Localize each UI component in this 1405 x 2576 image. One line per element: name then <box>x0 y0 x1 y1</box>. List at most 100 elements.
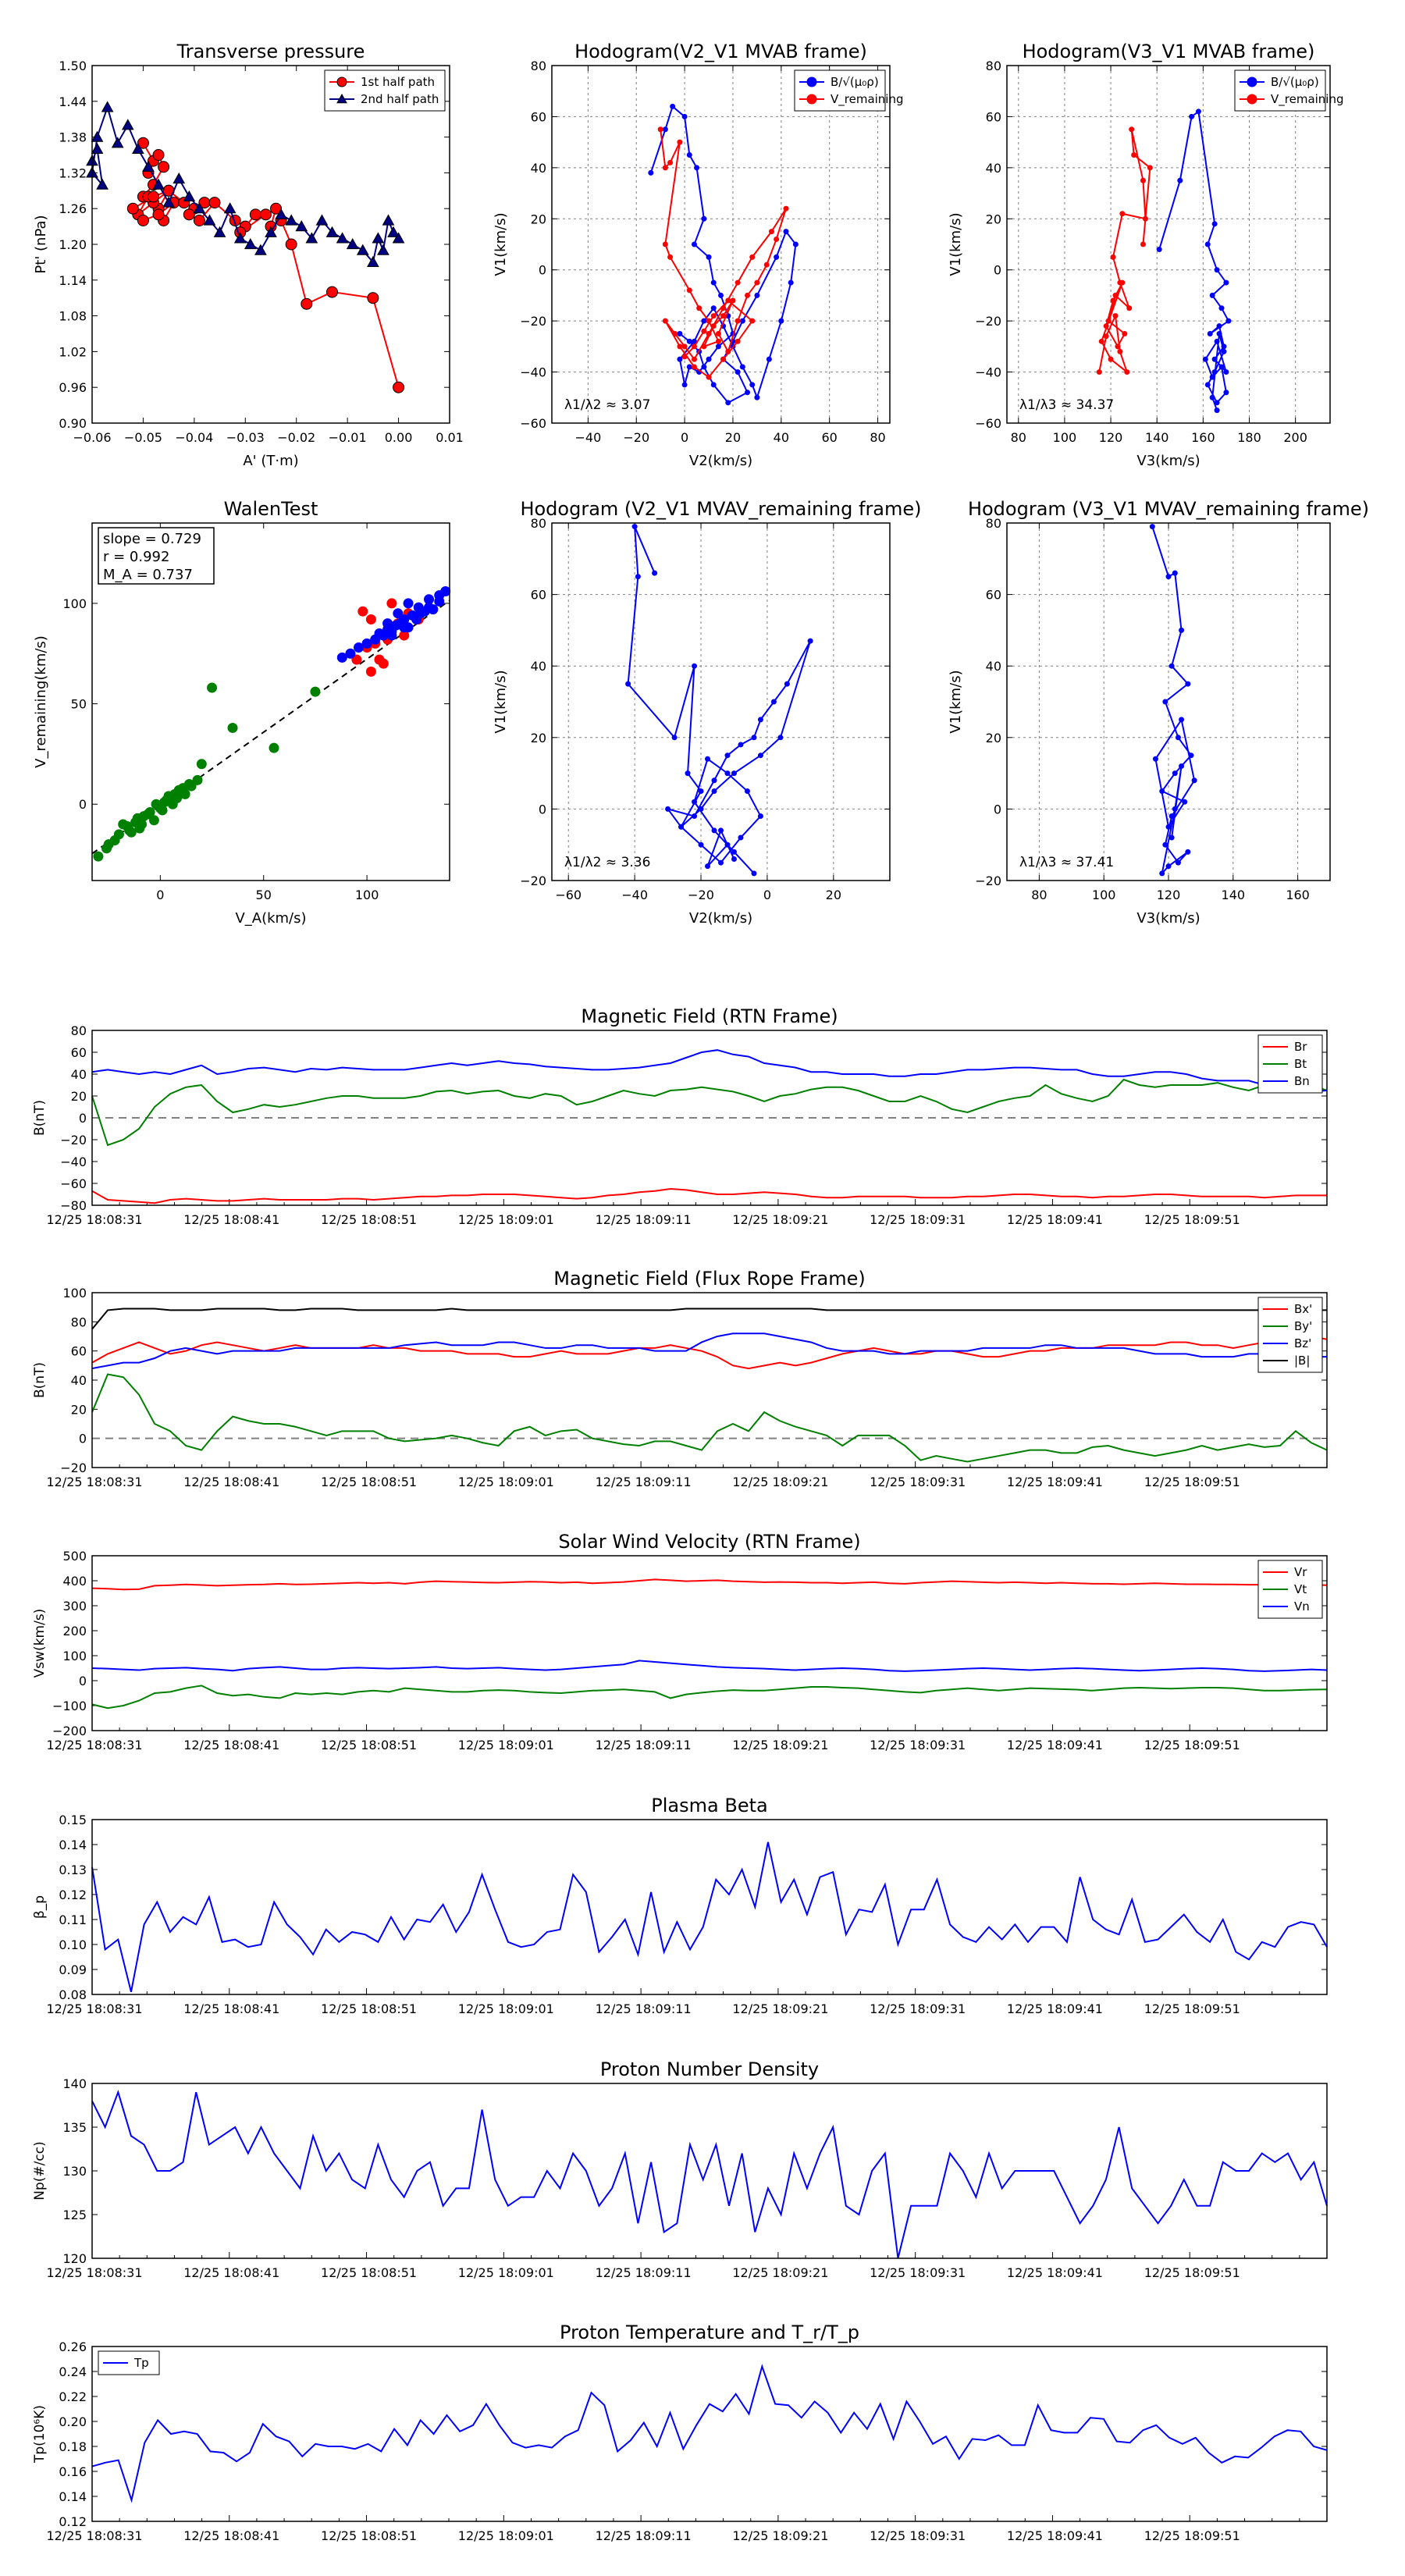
h1-point <box>701 318 707 324</box>
h4-xtick-label: 140 <box>1222 888 1246 902</box>
h3-point <box>705 756 711 762</box>
h2-xtick-label: 160 <box>1191 430 1215 445</box>
h1-point <box>677 331 683 336</box>
ts3-xtick-label: 12/25 18:09:51 <box>1144 1738 1240 1752</box>
tp-point <box>223 202 237 214</box>
wt-point-green <box>310 686 321 697</box>
h1-point <box>710 305 717 311</box>
h2-point <box>1140 241 1146 247</box>
h1-axes-frame <box>551 65 891 424</box>
ts3-xtick-label: 12/25 18:08:41 <box>183 1738 279 1752</box>
ts5-xtick-label: 12/25 18:09:01 <box>458 2265 554 2280</box>
h2-axes-frame <box>1006 65 1331 424</box>
ts3-ytick-label: 500 <box>62 1549 87 1564</box>
tp-point <box>367 255 379 267</box>
ts1-ylabel: B(nT) <box>32 1100 48 1136</box>
tp-ylabel: Pt' (nPa) <box>33 215 49 273</box>
ts2-ylabel: B(nT) <box>32 1362 48 1398</box>
wt-point-blue <box>399 622 410 633</box>
ts1-legend-label: Bn <box>1294 1074 1310 1088</box>
ts3-xtick-label: 12/25 18:09:01 <box>458 1738 554 1752</box>
wt-point-green <box>192 774 203 785</box>
h1-point <box>710 323 717 329</box>
h4-xtick-label: 120 <box>1157 888 1181 902</box>
h1-point <box>725 400 731 406</box>
wt-point-green <box>157 805 168 816</box>
h2-point <box>1218 364 1225 370</box>
wt-point-green <box>142 809 153 820</box>
ts2-ytick-label: 0 <box>79 1432 87 1446</box>
h3-xtick-label: −40 <box>621 888 648 902</box>
wt-axes-frame <box>91 522 450 881</box>
h1-point <box>681 354 688 360</box>
ts1-xtick-label: 12/25 18:08:41 <box>183 1212 279 1227</box>
h2-point <box>1129 126 1135 133</box>
h2-point <box>1115 343 1121 350</box>
wt-point-green <box>207 682 218 693</box>
h3-point <box>652 570 658 576</box>
h1-point <box>720 356 727 362</box>
h2-point <box>1110 254 1116 260</box>
wt-point-blue <box>403 598 414 609</box>
wt-point-blue <box>424 594 435 605</box>
h3-title: Hodogram (V2_V1 MVAV_remaining frame) <box>520 498 921 520</box>
tp-series-line-0 <box>131 142 400 388</box>
ts4-xtick-label: 12/25 18:09:01 <box>458 2001 554 2016</box>
wt-point-red <box>357 606 368 617</box>
ts2-legend-label: Bx' <box>1294 1302 1312 1316</box>
tp-point <box>137 214 149 226</box>
h1-point <box>735 318 741 324</box>
ts1-legend-label: Br <box>1294 1040 1307 1054</box>
h3-point <box>698 788 704 794</box>
ts1-xtick-label: 12/25 18:09:01 <box>458 1212 554 1227</box>
h1-point <box>774 254 780 260</box>
ts5-xtick-label: 12/25 18:08:51 <box>321 2265 417 2280</box>
h1-ytick-label: −40 <box>520 365 546 380</box>
h1-point <box>696 305 702 311</box>
ts3-xtick-label: 12/25 18:08:51 <box>321 1738 417 1752</box>
h1-ytick-label: 20 <box>531 212 546 226</box>
tp-point <box>346 237 359 250</box>
ts3-ytick-label: 300 <box>62 1599 87 1614</box>
tp-point <box>244 237 257 250</box>
h2-point <box>1142 215 1148 222</box>
tp-point <box>152 149 165 161</box>
h2-point <box>1119 211 1126 217</box>
ts4-xtick-label: 12/25 18:08:51 <box>321 2001 417 2016</box>
ts1-ytick-label: 80 <box>71 1023 87 1038</box>
ts1-ytick-label: 0 <box>79 1111 87 1126</box>
h2-point <box>1112 292 1119 298</box>
h1-point <box>754 279 760 286</box>
h2-point <box>1112 313 1119 319</box>
tp-ytick-label: 1.14 <box>59 273 87 288</box>
h1-point <box>720 313 727 319</box>
wt-xlabel: V_A(km/s) <box>235 910 306 927</box>
h4-point <box>1162 841 1168 848</box>
h1-point <box>768 229 774 235</box>
wt-stat-0: slope = 0.729 <box>103 531 201 547</box>
h3-xtick-label: 0 <box>763 888 771 902</box>
h1-point <box>686 152 692 158</box>
tp-ytick-label: 1.02 <box>59 344 87 359</box>
ts5-axes-frame <box>91 2083 1328 2259</box>
h1-xtick-label: −40 <box>575 430 602 445</box>
h2-legend-marker <box>1247 94 1257 105</box>
tp-point <box>305 232 318 244</box>
h2-point <box>1126 305 1133 311</box>
tp-xtick-label: −0.03 <box>226 430 265 445</box>
h2-point <box>1189 113 1195 119</box>
tp-legend-label: 2nd half path <box>361 92 439 106</box>
h3-point <box>665 806 671 812</box>
h2-ytick-label: 60 <box>986 109 1001 124</box>
tp-point <box>249 208 261 221</box>
ts1-xtick-label: 12/25 18:09:21 <box>732 1212 828 1227</box>
ts4-ylabel: β_p <box>32 1895 48 1919</box>
h1-point <box>681 343 688 350</box>
ts2-xtick-label: 12/25 18:08:41 <box>183 1475 279 1489</box>
ts1-series-Bt <box>91 1078 1328 1147</box>
h2-legend-label: V_remaining <box>1271 92 1344 107</box>
h2-point <box>1218 305 1225 311</box>
h3-point <box>770 699 777 705</box>
h2-point <box>1216 323 1222 329</box>
